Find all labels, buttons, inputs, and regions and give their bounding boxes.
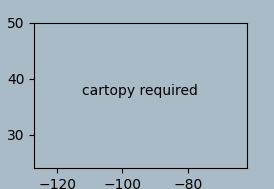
Text: cartopy required: cartopy required <box>82 84 198 98</box>
